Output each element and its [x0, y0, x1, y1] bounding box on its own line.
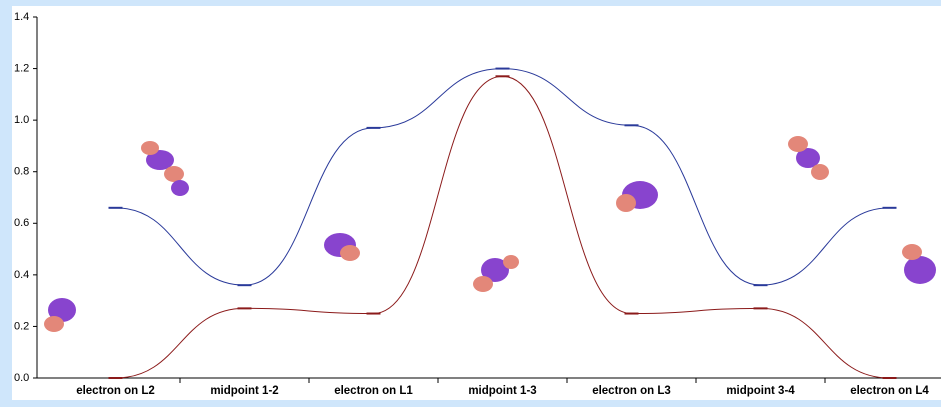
- x-tick-label: midpoint 1-3: [468, 385, 536, 397]
- y-tick-label: 1.2: [14, 62, 29, 74]
- x-tick-label: electron on L1: [334, 385, 413, 397]
- y-tick-label: 1.4: [14, 11, 29, 23]
- x-tick-label: electron on L3: [592, 385, 671, 397]
- x-tick-label: electron on L2: [76, 385, 155, 397]
- x-tick-label: electron on L4: [850, 385, 929, 397]
- plot-background: [12, 6, 941, 400]
- y-tick-label: 0.2: [14, 320, 29, 332]
- y-tick-label: 0.4: [14, 269, 29, 281]
- chart: 0.0 0.2 0.4 0.6 0.8 1.0 1.2 1.4 electron on L2 mi…: [0, 0, 941, 407]
- y-tick-label: 1.0: [14, 114, 29, 126]
- x-tick-label: midpoint 3-4: [726, 385, 795, 397]
- x-tick-label: midpoint 1-2: [210, 385, 278, 397]
- y-tick-label: 0.8: [14, 166, 29, 178]
- y-tick-label: 0.6: [14, 217, 29, 229]
- y-tick-label: 0.0: [14, 372, 29, 384]
